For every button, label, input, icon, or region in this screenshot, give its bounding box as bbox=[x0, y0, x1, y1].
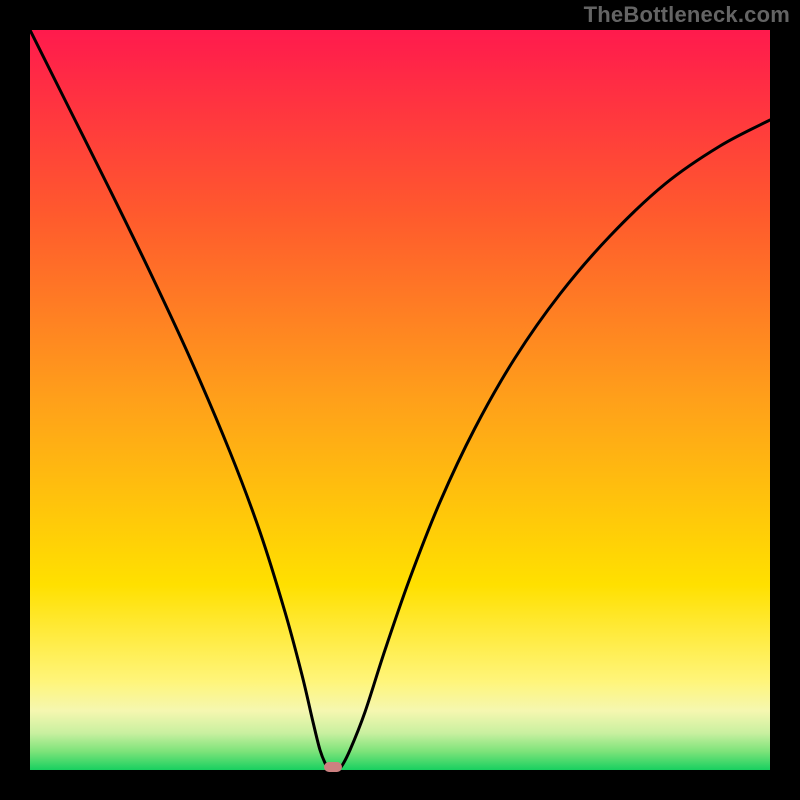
plot-area bbox=[30, 30, 770, 770]
bottleneck-curve bbox=[30, 30, 770, 770]
curve-path bbox=[30, 30, 770, 770]
optimal-marker bbox=[324, 762, 342, 772]
watermark-text: TheBottleneck.com bbox=[584, 2, 790, 28]
chart-frame: TheBottleneck.com bbox=[0, 0, 800, 800]
